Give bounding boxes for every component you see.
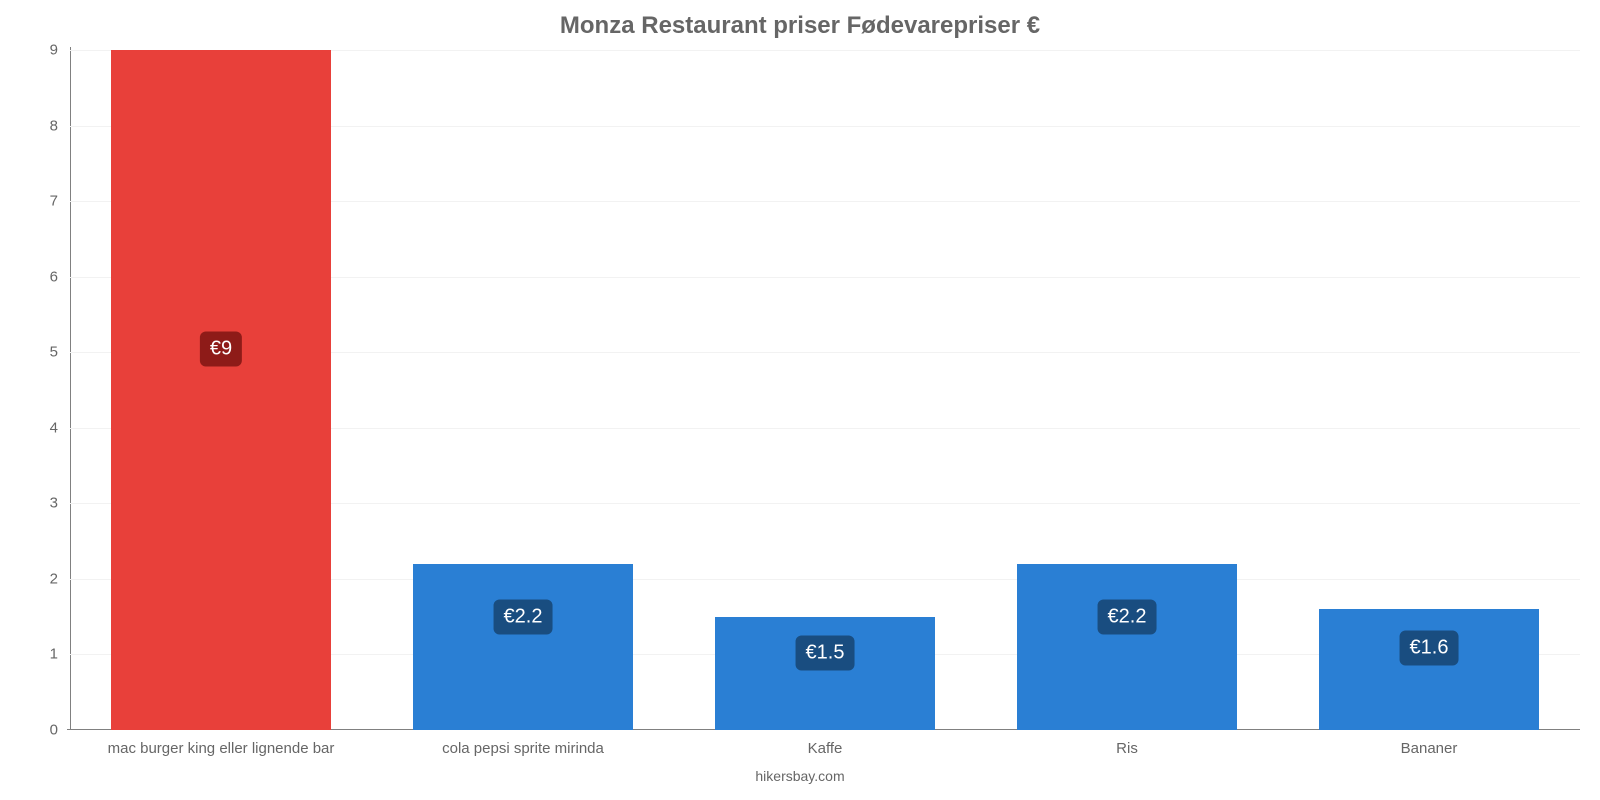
y-tick-label: 2 xyxy=(50,570,58,587)
bar: €1.5 xyxy=(715,617,935,730)
chart-title: Monza Restaurant priser Fødevarepriser € xyxy=(0,12,1600,40)
bar-slot: €2.2 xyxy=(372,50,674,730)
chart-bars: €9 €2.2 €1.5 €2.2 €1.6 xyxy=(70,50,1580,730)
y-tick-label: 4 xyxy=(50,419,58,436)
bar-value-label: €2.2 xyxy=(1098,599,1157,634)
y-tick-label: 0 xyxy=(50,722,58,739)
x-axis-label: Ris xyxy=(1116,740,1138,757)
y-tick-label: 9 xyxy=(50,42,58,59)
bar-value-label: €1.5 xyxy=(796,635,855,670)
bar: €9 xyxy=(111,50,331,730)
bar-slot: €9 xyxy=(70,50,372,730)
x-axis-label: mac burger king eller lignende bar xyxy=(108,740,335,757)
y-tick-label: 1 xyxy=(50,646,58,663)
chart-attribution: hikersbay.com xyxy=(0,768,1600,784)
bar-slot: €2.2 xyxy=(976,50,1278,730)
y-tick-label: 3 xyxy=(50,495,58,512)
bar: €1.6 xyxy=(1319,609,1539,730)
y-tick-label: 7 xyxy=(50,193,58,210)
y-tick-label: 6 xyxy=(50,268,58,285)
chart-container: Monza Restaurant priser Fødevarepriser €… xyxy=(0,0,1600,800)
bar-slot: €1.6 xyxy=(1278,50,1580,730)
bar-value-label: €1.6 xyxy=(1400,630,1459,665)
bar: €2.2 xyxy=(413,564,633,730)
bar: €2.2 xyxy=(1017,564,1237,730)
bar-value-label: €2.2 xyxy=(494,599,553,634)
x-axis-label: Kaffe xyxy=(808,740,843,757)
x-axis-label: Bananer xyxy=(1401,740,1458,757)
bar-slot: €1.5 xyxy=(674,50,976,730)
bar-value-label: €9 xyxy=(200,332,242,367)
chart-plot-area: €9 €2.2 €1.5 €2.2 €1.6 xyxy=(70,50,1580,730)
x-axis-label: cola pepsi sprite mirinda xyxy=(442,740,604,757)
y-axis-labels: 0123456789 xyxy=(0,50,64,730)
y-tick-label: 5 xyxy=(50,344,58,361)
y-tick-label: 8 xyxy=(50,117,58,134)
